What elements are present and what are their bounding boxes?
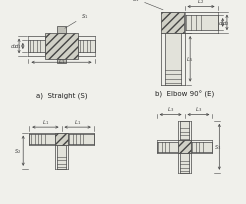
Bar <box>57 60 66 64</box>
Text: $S_1$: $S_1$ <box>132 0 163 11</box>
Bar <box>178 141 191 153</box>
Text: $d_1$: $d_1$ <box>218 19 226 28</box>
Bar <box>68 134 94 144</box>
Bar <box>161 13 184 34</box>
Bar <box>57 145 66 169</box>
Bar <box>45 34 78 60</box>
Text: $S_3$: $S_3$ <box>215 143 222 152</box>
Text: $d_1$: $d_1$ <box>14 42 21 51</box>
Bar <box>29 41 45 53</box>
Text: $L_5$: $L_5$ <box>186 55 193 64</box>
Text: $d_2$: $d_2$ <box>222 19 230 28</box>
Text: $L_3$: $L_3$ <box>195 105 202 113</box>
Bar <box>29 134 55 144</box>
Bar <box>157 142 178 152</box>
Text: $L_2$: $L_2$ <box>198 0 205 6</box>
Bar <box>180 153 189 173</box>
Bar <box>78 41 94 53</box>
Text: $S_2$: $S_2$ <box>14 146 21 155</box>
Text: $L_1$: $L_1$ <box>42 117 49 126</box>
Text: $L_3$: $L_3$ <box>167 105 174 113</box>
Bar <box>184 16 217 31</box>
Bar <box>55 133 68 145</box>
Bar <box>191 142 212 152</box>
Text: $L_1$: $L_1$ <box>74 117 81 126</box>
Text: a)  Straight (S): a) Straight (S) <box>36 92 87 99</box>
Bar <box>165 34 181 85</box>
Text: $d_2$: $d_2$ <box>10 42 18 51</box>
Bar <box>57 27 66 34</box>
Text: b)  Elbow 90° (E): b) Elbow 90° (E) <box>155 90 214 97</box>
Text: $L_1$: $L_1$ <box>58 57 65 66</box>
Bar <box>180 121 189 141</box>
Text: $S_1$: $S_1$ <box>65 12 89 29</box>
